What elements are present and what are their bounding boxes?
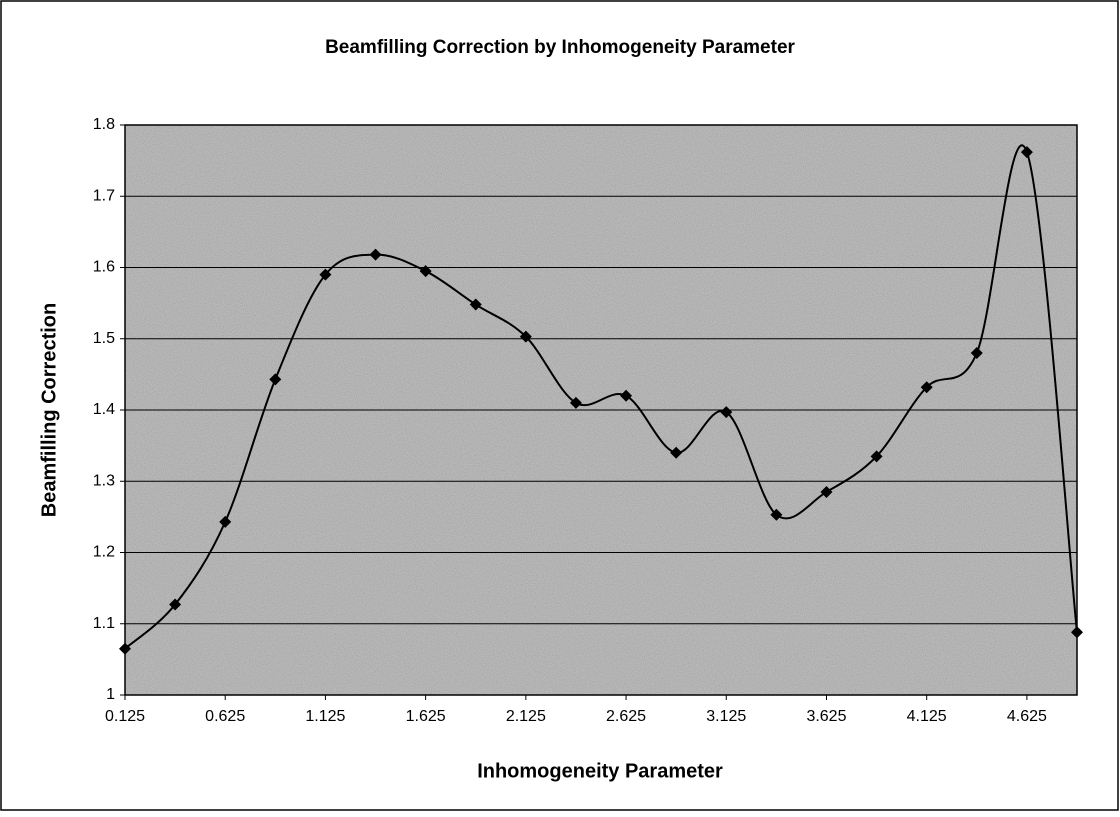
y-tick-label: 1.2	[93, 544, 115, 561]
data-point	[269, 373, 282, 386]
x-tick-label: 2.625	[606, 708, 646, 725]
data-point	[620, 389, 633, 402]
data-point	[169, 598, 182, 611]
plot-border	[124, 124, 1078, 696]
data-point	[419, 265, 432, 278]
data-point	[219, 515, 232, 528]
data-point	[720, 406, 733, 419]
data-point	[319, 268, 332, 281]
y-axis-title: Beamfilling Correction	[38, 303, 60, 517]
y-tick-label: 1.6	[93, 259, 115, 276]
y-tick-label: 1.3	[93, 472, 115, 489]
data-point	[369, 248, 382, 261]
data-point	[820, 485, 833, 498]
chart-title: Beamfilling Correction by Inhomogeneity …	[325, 37, 795, 58]
x-axis-title: Inhomogeneity Parameter	[477, 760, 723, 782]
data-point	[670, 446, 683, 459]
x-tick-label: 0.625	[205, 708, 245, 725]
x-tick-label: 1.125	[305, 708, 345, 725]
x-tick-label: 3.125	[706, 708, 746, 725]
x-tick-label: 4.625	[1007, 708, 1047, 725]
data-point	[569, 396, 582, 409]
y-tick-label: 1	[106, 686, 115, 703]
data-point	[770, 508, 783, 521]
data-point	[970, 347, 983, 359]
x-tick-label: 2.125	[506, 708, 546, 725]
data-point	[920, 381, 933, 394]
y-tick-label: 1.7	[93, 187, 115, 204]
x-tick-label: 4.125	[907, 708, 947, 725]
y-tick-label: 1.4	[93, 401, 115, 418]
x-tick-label: 0.125	[105, 708, 145, 725]
data-point	[1071, 626, 1083, 639]
data-point	[119, 642, 131, 655]
data-line	[124, 144, 1078, 650]
x-tick-label: 1.625	[406, 708, 446, 725]
y-tick-label: 1.1	[93, 615, 115, 632]
data-point	[870, 450, 883, 463]
y-tick-label: 1.8	[93, 116, 115, 133]
y-tick-label: 1.5	[93, 330, 115, 347]
data-point	[1020, 146, 1033, 159]
data-point	[469, 298, 482, 311]
x-tick-label: 3.625	[806, 708, 846, 725]
data-point	[519, 330, 532, 343]
